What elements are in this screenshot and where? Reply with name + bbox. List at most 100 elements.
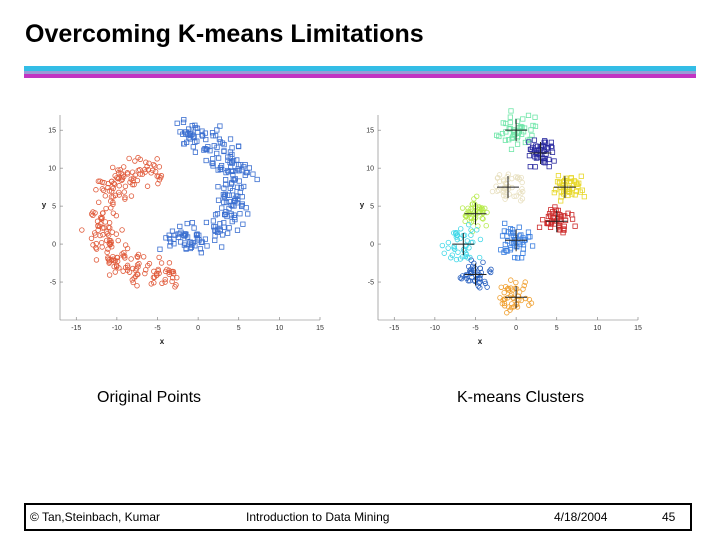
data-point xyxy=(518,198,524,204)
data-point xyxy=(110,194,116,200)
data-point xyxy=(122,183,129,190)
data-point xyxy=(227,185,233,191)
data-point xyxy=(111,180,117,186)
data-point xyxy=(150,167,156,174)
data-point xyxy=(505,285,511,292)
data-point xyxy=(568,175,574,181)
data-point xyxy=(134,177,141,184)
x-tick-label: 5 xyxy=(237,325,241,332)
data-point xyxy=(223,170,229,176)
data-point xyxy=(228,213,235,219)
data-point xyxy=(526,302,532,308)
footer-copyright: © Tan,Steinbach, Kumar xyxy=(30,510,161,524)
data-point xyxy=(234,227,241,233)
data-point xyxy=(124,170,131,176)
data-point xyxy=(222,212,228,218)
data-point xyxy=(100,232,106,238)
data-point xyxy=(508,277,514,283)
data-point xyxy=(504,174,510,180)
data-point xyxy=(202,146,208,152)
data-point xyxy=(223,182,229,188)
data-point xyxy=(159,280,165,286)
data-point xyxy=(192,122,198,128)
data-point xyxy=(115,167,121,173)
data-point xyxy=(227,136,234,142)
data-point xyxy=(105,232,112,238)
data-point xyxy=(215,197,222,203)
data-point xyxy=(90,242,96,248)
data-point xyxy=(129,169,136,175)
y-tick-label: 15 xyxy=(48,128,56,135)
data-point xyxy=(216,136,222,142)
y-tick-label: 5 xyxy=(370,204,374,211)
x-tick-label: -5 xyxy=(472,325,478,332)
data-point xyxy=(210,161,216,167)
data-point xyxy=(225,157,231,163)
data-point xyxy=(114,254,121,261)
data-point xyxy=(135,154,141,161)
data-point xyxy=(566,180,572,186)
data-point xyxy=(526,139,532,145)
data-point xyxy=(100,187,107,194)
data-point xyxy=(551,158,557,164)
data-point xyxy=(191,134,197,140)
data-point xyxy=(209,160,215,166)
data-point xyxy=(233,168,239,174)
data-point xyxy=(531,137,538,143)
data-point xyxy=(549,145,555,151)
data-point xyxy=(476,254,483,261)
data-point xyxy=(477,279,483,285)
data-point xyxy=(236,168,242,174)
data-point xyxy=(515,133,521,140)
data-point xyxy=(79,227,85,233)
data-point xyxy=(184,139,190,145)
data-point xyxy=(468,257,474,263)
data-point xyxy=(578,173,584,179)
data-point xyxy=(217,221,223,227)
data-point xyxy=(488,266,494,273)
data-point xyxy=(459,205,466,211)
data-point xyxy=(464,275,470,282)
data-point xyxy=(182,231,188,237)
data-point xyxy=(109,257,115,263)
data-point xyxy=(551,190,557,196)
data-point xyxy=(183,231,189,237)
data-point xyxy=(515,255,521,261)
data-point xyxy=(526,153,533,159)
data-point xyxy=(513,193,519,199)
data-point xyxy=(560,188,567,194)
data-point xyxy=(202,236,208,242)
data-point xyxy=(561,191,567,197)
footer-page-number: 45 xyxy=(662,510,676,524)
data-point xyxy=(110,164,116,171)
data-point xyxy=(507,226,514,232)
data-point xyxy=(115,175,121,182)
data-point xyxy=(506,191,512,197)
data-point xyxy=(110,185,116,192)
data-point xyxy=(191,225,197,231)
data-point xyxy=(118,170,124,176)
data-point xyxy=(474,193,480,200)
data-point xyxy=(154,156,160,162)
data-point xyxy=(92,232,99,238)
data-point xyxy=(150,274,157,281)
data-point xyxy=(133,266,139,272)
y-tick-label: 10 xyxy=(366,166,374,173)
data-point xyxy=(143,159,149,165)
data-point xyxy=(239,202,245,209)
data-point xyxy=(234,184,241,190)
y-axis-label: y xyxy=(42,201,47,210)
data-point xyxy=(502,241,508,248)
data-point xyxy=(190,144,196,150)
data-point xyxy=(112,269,118,275)
data-point xyxy=(120,164,127,170)
data-point xyxy=(514,244,520,250)
data-point xyxy=(189,220,195,226)
data-point xyxy=(232,195,238,201)
data-point xyxy=(246,165,252,171)
data-point xyxy=(569,216,576,222)
data-point xyxy=(530,144,536,151)
data-point xyxy=(120,268,126,274)
data-point xyxy=(209,130,216,136)
data-point xyxy=(516,289,523,295)
